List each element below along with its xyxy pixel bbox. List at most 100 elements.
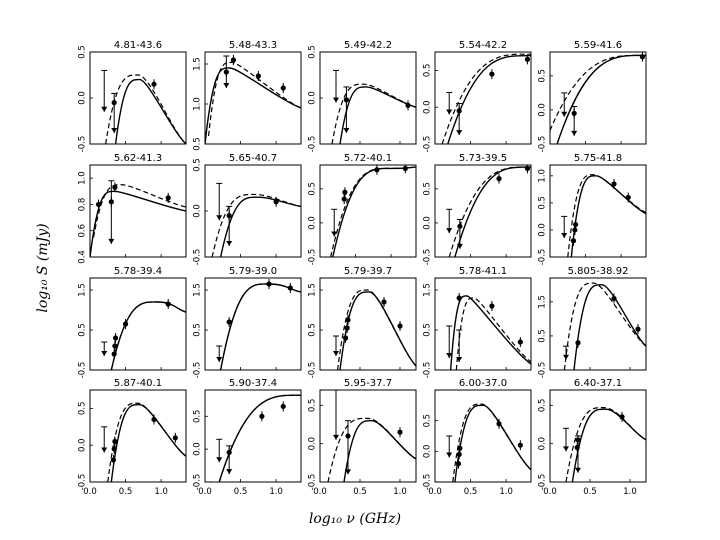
panel: 5.75-41.8 -0.5 0.0 0.5 1.0 bbox=[538, 153, 647, 265]
y-tick-label: 0.0 bbox=[193, 204, 203, 218]
upper-limit-arrow bbox=[343, 127, 350, 133]
y-tick-label: 0.6 bbox=[78, 224, 88, 238]
data-point bbox=[165, 301, 171, 307]
panel-title: 5.78-39.4 bbox=[114, 266, 162, 277]
upper-limit-arrow bbox=[101, 447, 108, 453]
data-point bbox=[574, 444, 580, 451]
panel-title: 5.75-41.8 bbox=[574, 153, 622, 164]
upper-limit-arrow bbox=[446, 353, 453, 358]
plot-area bbox=[90, 180, 186, 257]
y-tick-label: 0.5 bbox=[538, 196, 548, 210]
data-point bbox=[524, 56, 531, 62]
upper-limit-arrow bbox=[216, 457, 223, 463]
plot-area bbox=[327, 390, 416, 482]
panel: 5.65-40.7 -0.5 0.0 0.5 bbox=[193, 153, 302, 265]
y-tick-label: 0.5 bbox=[78, 45, 88, 59]
solid-fit-line bbox=[205, 67, 301, 144]
solid-fit-line bbox=[332, 166, 416, 257]
data-point bbox=[517, 442, 523, 448]
data-point bbox=[575, 340, 581, 346]
x-tick-label: 0.5 bbox=[353, 487, 367, 497]
upper-limit-arrow bbox=[223, 83, 230, 88]
data-point bbox=[280, 85, 286, 91]
panel: 5.72-40.1 -0.5 0.0 0.5 bbox=[308, 153, 417, 265]
solid-fit-line bbox=[447, 54, 531, 144]
data-point bbox=[625, 194, 631, 201]
data-point bbox=[524, 165, 531, 172]
x-tick-label: 0.5 bbox=[119, 487, 133, 497]
upper-limit-arrow bbox=[226, 240, 233, 246]
panel-frame bbox=[549, 277, 647, 371]
x-tick-label: 0.0 bbox=[313, 487, 327, 497]
panel-title: 5.59-41.6 bbox=[574, 40, 622, 51]
x-axis-label: log₁₀ ν (GHz) bbox=[309, 511, 401, 527]
data-point bbox=[273, 199, 279, 205]
plot-area bbox=[550, 52, 646, 144]
solid-fit-line bbox=[219, 196, 301, 257]
panel: 5.59-41.6 -0.5 0.0 0.5 bbox=[538, 40, 647, 153]
y-tick-label: 0.5 bbox=[193, 137, 203, 151]
y-tick-label: -0.5 bbox=[423, 136, 433, 153]
upper-limit-arrow bbox=[216, 215, 223, 221]
panel-grid: 4.81-43.6-0.50.00.5 5.48-43.30.51.01.55.4… bbox=[78, 40, 647, 497]
panel-frame bbox=[204, 277, 302, 371]
upper-limit-arrow bbox=[571, 130, 578, 136]
y-tick-label: 0.5 bbox=[308, 323, 318, 337]
y-tick-label: 1.0 bbox=[538, 169, 548, 183]
dashed-fit-line bbox=[563, 282, 646, 370]
y-tick-label: 0.0 bbox=[423, 445, 433, 459]
dashed-fit-line bbox=[110, 301, 186, 370]
y-tick-label: -0.5 bbox=[193, 249, 203, 266]
data-point bbox=[266, 281, 272, 287]
data-point bbox=[259, 413, 265, 419]
data-point bbox=[122, 321, 129, 327]
y-tick-label: 0.4 bbox=[78, 250, 88, 264]
solid-fit-line bbox=[110, 301, 186, 370]
data-point bbox=[112, 343, 118, 349]
data-point bbox=[151, 81, 157, 87]
plot-area bbox=[331, 69, 416, 144]
plot-area bbox=[446, 165, 531, 257]
dashed-fit-line bbox=[331, 83, 416, 144]
panel: 6.00-37.0-0.50.00.50.0 0.5 1.0 bbox=[423, 378, 532, 497]
upper-limit-arrow bbox=[331, 231, 338, 237]
plot-area bbox=[216, 279, 301, 370]
y-tick-label: 0.5 bbox=[538, 69, 548, 83]
x-tick-label: 1.0 bbox=[499, 487, 513, 497]
panel-title: 5.65-40.7 bbox=[229, 153, 277, 164]
panel-frame bbox=[319, 164, 417, 258]
data-point bbox=[342, 189, 348, 195]
panel-title: 5.805-38.92 bbox=[568, 266, 629, 277]
solid-fit-line bbox=[449, 295, 531, 370]
data-point bbox=[489, 303, 495, 309]
y-tick-label: 0.0 bbox=[308, 91, 318, 105]
data-point bbox=[397, 323, 403, 329]
y-tick-label: 0.5 bbox=[193, 410, 203, 424]
y-tick-label: -0.5 bbox=[423, 249, 433, 266]
panel: 5.79-39.0 -0.5 0.5 1.5 bbox=[193, 266, 302, 378]
data-point bbox=[280, 403, 286, 410]
panel-title: 5.49-42.2 bbox=[344, 40, 392, 51]
upper-limit-arrow bbox=[108, 238, 115, 244]
panel: 4.81-43.6 -0.5 0.0 0.5 bbox=[78, 40, 187, 152]
panel-title: 5.72-40.1 bbox=[344, 153, 392, 164]
y-tick-label: 1.5 bbox=[78, 283, 88, 297]
y-tick-label: -0.5 bbox=[538, 136, 548, 153]
panel-title: 5.73-39.5 bbox=[459, 153, 507, 164]
y-tick-label: 0.5 bbox=[308, 182, 318, 196]
data-point bbox=[517, 339, 523, 345]
panel: 5.49-42.2 -0.5 0.0 0.5 bbox=[308, 40, 417, 152]
panel: 5.79-39.7 -0.5 0.5 1.5 bbox=[308, 266, 417, 378]
solid-fit-line bbox=[571, 408, 646, 482]
panel: 5.87-40.1-0.50.00.50.0 0.5 1.0 bbox=[78, 378, 187, 497]
panel-frame bbox=[204, 51, 302, 145]
data-point bbox=[341, 196, 347, 202]
panel: 5.62-41.3 0.4 0.6 0.8 1.0 bbox=[78, 153, 187, 264]
panel-frame bbox=[549, 51, 647, 145]
y-tick-label: 0.0 bbox=[78, 438, 88, 452]
upper-limit-arrow bbox=[456, 130, 463, 136]
dashed-fit-line bbox=[218, 394, 301, 482]
x-tick-label: 0.5 bbox=[583, 487, 597, 497]
panel: 5.805-38.92 -0.5 0.5 1.5 bbox=[538, 266, 647, 378]
